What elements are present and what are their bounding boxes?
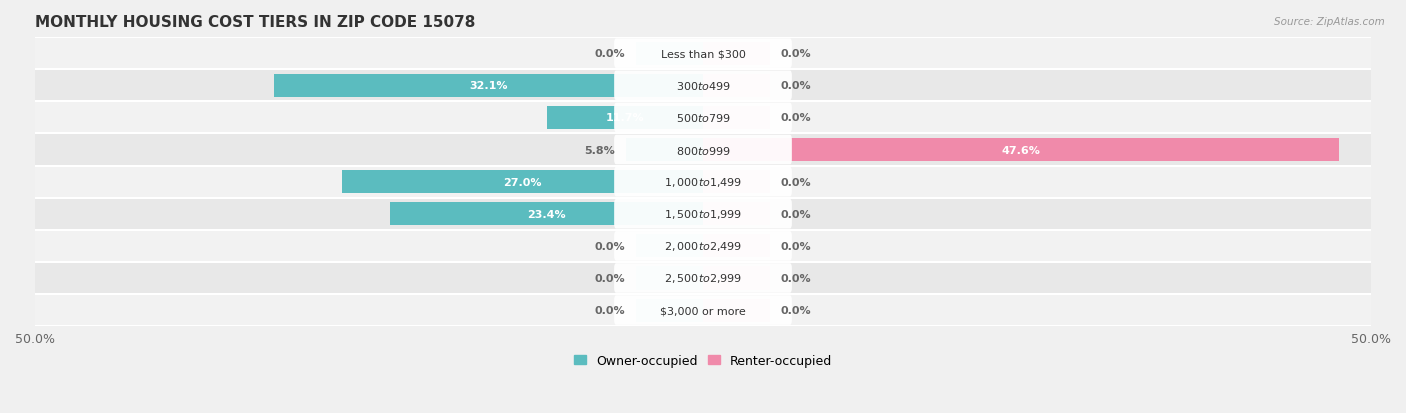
FancyBboxPatch shape <box>614 199 792 229</box>
Text: $3,000 or more: $3,000 or more <box>661 305 745 316</box>
Bar <box>703 139 1339 162</box>
Bar <box>35 166 1371 198</box>
Text: 0.0%: 0.0% <box>595 273 626 283</box>
Text: 0.0%: 0.0% <box>780 209 811 219</box>
Text: $500 to $799: $500 to $799 <box>675 112 731 124</box>
Bar <box>626 139 703 162</box>
Bar <box>636 43 703 66</box>
Bar <box>547 107 703 130</box>
FancyBboxPatch shape <box>614 39 792 69</box>
Bar <box>636 299 703 322</box>
Text: $800 to $999: $800 to $999 <box>675 144 731 156</box>
Bar <box>35 134 1371 166</box>
Bar <box>35 230 1371 262</box>
Bar <box>35 70 1371 102</box>
FancyBboxPatch shape <box>614 135 792 165</box>
Text: 0.0%: 0.0% <box>780 113 811 123</box>
Text: $2,000 to $2,499: $2,000 to $2,499 <box>664 240 742 253</box>
Bar <box>703 107 770 130</box>
Bar <box>703 43 770 66</box>
FancyBboxPatch shape <box>614 263 792 293</box>
FancyBboxPatch shape <box>614 232 792 261</box>
Text: $2,500 to $2,999: $2,500 to $2,999 <box>664 272 742 285</box>
Text: 0.0%: 0.0% <box>780 177 811 187</box>
FancyBboxPatch shape <box>614 296 792 325</box>
Text: 5.8%: 5.8% <box>583 145 614 155</box>
Text: 0.0%: 0.0% <box>595 49 626 59</box>
Bar <box>703 74 770 97</box>
Text: Source: ZipAtlas.com: Source: ZipAtlas.com <box>1274 17 1385 26</box>
Text: 0.0%: 0.0% <box>595 305 626 316</box>
Text: $300 to $499: $300 to $499 <box>675 80 731 92</box>
Text: Less than $300: Less than $300 <box>661 49 745 59</box>
Legend: Owner-occupied, Renter-occupied: Owner-occupied, Renter-occupied <box>568 349 838 372</box>
Text: 0.0%: 0.0% <box>780 305 811 316</box>
Bar <box>703 299 770 322</box>
Bar <box>274 74 703 97</box>
Text: 47.6%: 47.6% <box>1001 145 1040 155</box>
Bar <box>636 235 703 258</box>
Bar <box>391 203 703 226</box>
Bar <box>35 102 1371 134</box>
Bar <box>703 267 770 290</box>
Text: 0.0%: 0.0% <box>780 49 811 59</box>
Text: 32.1%: 32.1% <box>470 81 508 91</box>
Text: MONTHLY HOUSING COST TIERS IN ZIP CODE 15078: MONTHLY HOUSING COST TIERS IN ZIP CODE 1… <box>35 15 475 30</box>
Bar <box>35 262 1371 294</box>
Text: 23.4%: 23.4% <box>527 209 567 219</box>
Bar <box>703 235 770 258</box>
Bar <box>35 294 1371 326</box>
FancyBboxPatch shape <box>614 167 792 197</box>
Bar <box>342 171 703 194</box>
Bar <box>703 171 770 194</box>
FancyBboxPatch shape <box>614 71 792 101</box>
Bar <box>703 203 770 226</box>
Text: 11.7%: 11.7% <box>606 113 644 123</box>
Text: 27.0%: 27.0% <box>503 177 541 187</box>
Bar <box>35 198 1371 230</box>
FancyBboxPatch shape <box>614 103 792 133</box>
Bar <box>35 38 1371 70</box>
Text: $1,000 to $1,499: $1,000 to $1,499 <box>664 176 742 189</box>
Text: 0.0%: 0.0% <box>780 81 811 91</box>
Text: 0.0%: 0.0% <box>780 273 811 283</box>
Text: 0.0%: 0.0% <box>595 241 626 251</box>
Text: $1,500 to $1,999: $1,500 to $1,999 <box>664 208 742 221</box>
Bar <box>636 267 703 290</box>
Text: 0.0%: 0.0% <box>780 241 811 251</box>
